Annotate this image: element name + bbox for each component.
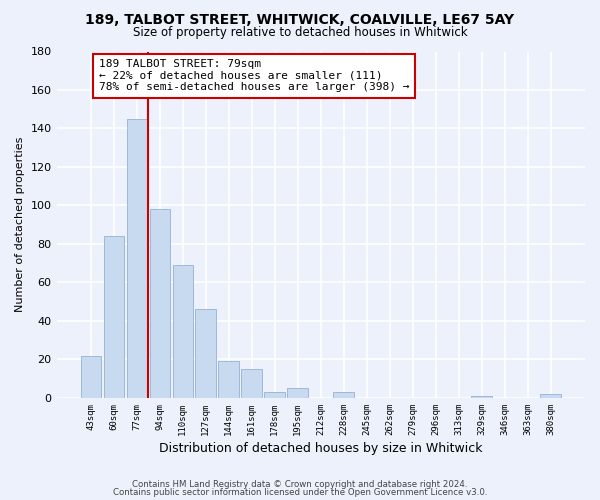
Text: Contains HM Land Registry data © Crown copyright and database right 2024.: Contains HM Land Registry data © Crown c… xyxy=(132,480,468,489)
Bar xyxy=(173,265,193,398)
Bar xyxy=(127,119,147,398)
Bar xyxy=(80,356,101,398)
Text: 189 TALBOT STREET: 79sqm
← 22% of detached houses are smaller (111)
78% of semi-: 189 TALBOT STREET: 79sqm ← 22% of detach… xyxy=(99,59,409,92)
Bar xyxy=(334,392,354,398)
Bar xyxy=(241,369,262,398)
Y-axis label: Number of detached properties: Number of detached properties xyxy=(15,137,25,312)
X-axis label: Distribution of detached houses by size in Whitwick: Distribution of detached houses by size … xyxy=(159,442,482,455)
Text: Size of property relative to detached houses in Whitwick: Size of property relative to detached ho… xyxy=(133,26,467,39)
Bar xyxy=(540,394,561,398)
Bar xyxy=(265,392,285,398)
Bar xyxy=(287,388,308,398)
Bar xyxy=(149,210,170,398)
Bar xyxy=(196,310,216,398)
Bar xyxy=(218,362,239,398)
Text: Contains public sector information licensed under the Open Government Licence v3: Contains public sector information licen… xyxy=(113,488,487,497)
Text: 189, TALBOT STREET, WHITWICK, COALVILLE, LE67 5AY: 189, TALBOT STREET, WHITWICK, COALVILLE,… xyxy=(85,12,515,26)
Bar xyxy=(472,396,492,398)
Bar xyxy=(104,236,124,398)
